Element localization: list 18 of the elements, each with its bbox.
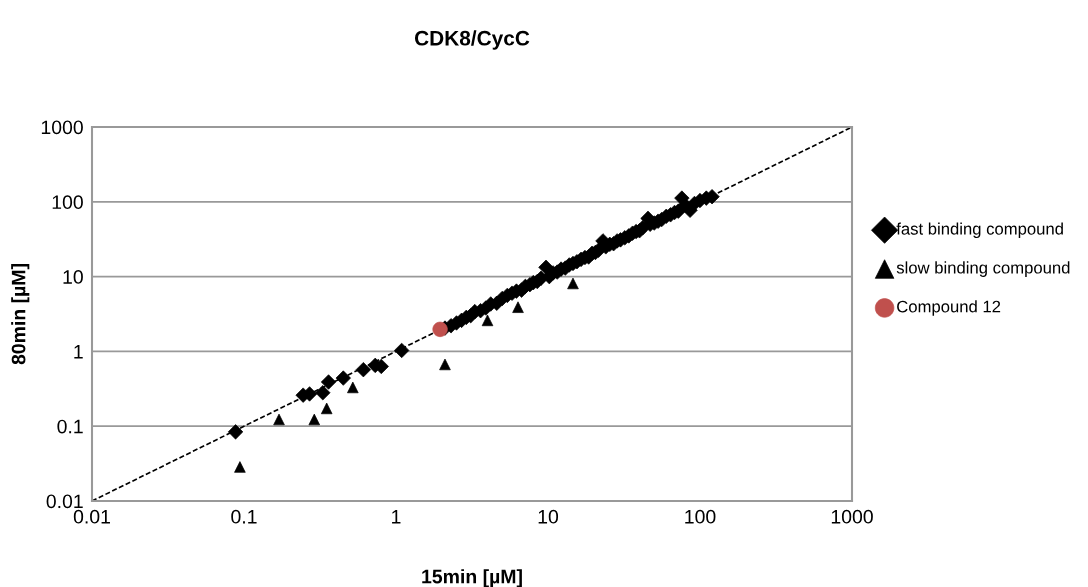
y-tick-label: 1 [74,345,83,359]
y-tick-label: 10 [63,270,83,284]
y-tick-label: 0.1 [57,419,83,434]
y-axis-title: 80min [µM] [11,264,30,365]
legend-label: fast binding compound [896,222,1063,239]
legend-label: Compound 12 [897,300,1001,316]
y-tick-label: 0.01 [46,494,83,509]
x-tick-label: 1000 [831,509,873,524]
x-tick-label: 0.01 [73,509,110,524]
y-tick-label: 1000 [41,120,83,135]
x-tick-label: 100 [685,509,716,524]
chart-title: CDK8/CycC [414,30,530,50]
y-tick-label: 100 [52,195,83,210]
x-tick-label: 10 [538,509,559,524]
x-tick-label: 1 [392,510,401,524]
x-tick-label: 0.1 [231,509,257,524]
legend-label: slow binding compound [896,261,1070,277]
x-axis-title: 15min [µM] [422,569,522,587]
